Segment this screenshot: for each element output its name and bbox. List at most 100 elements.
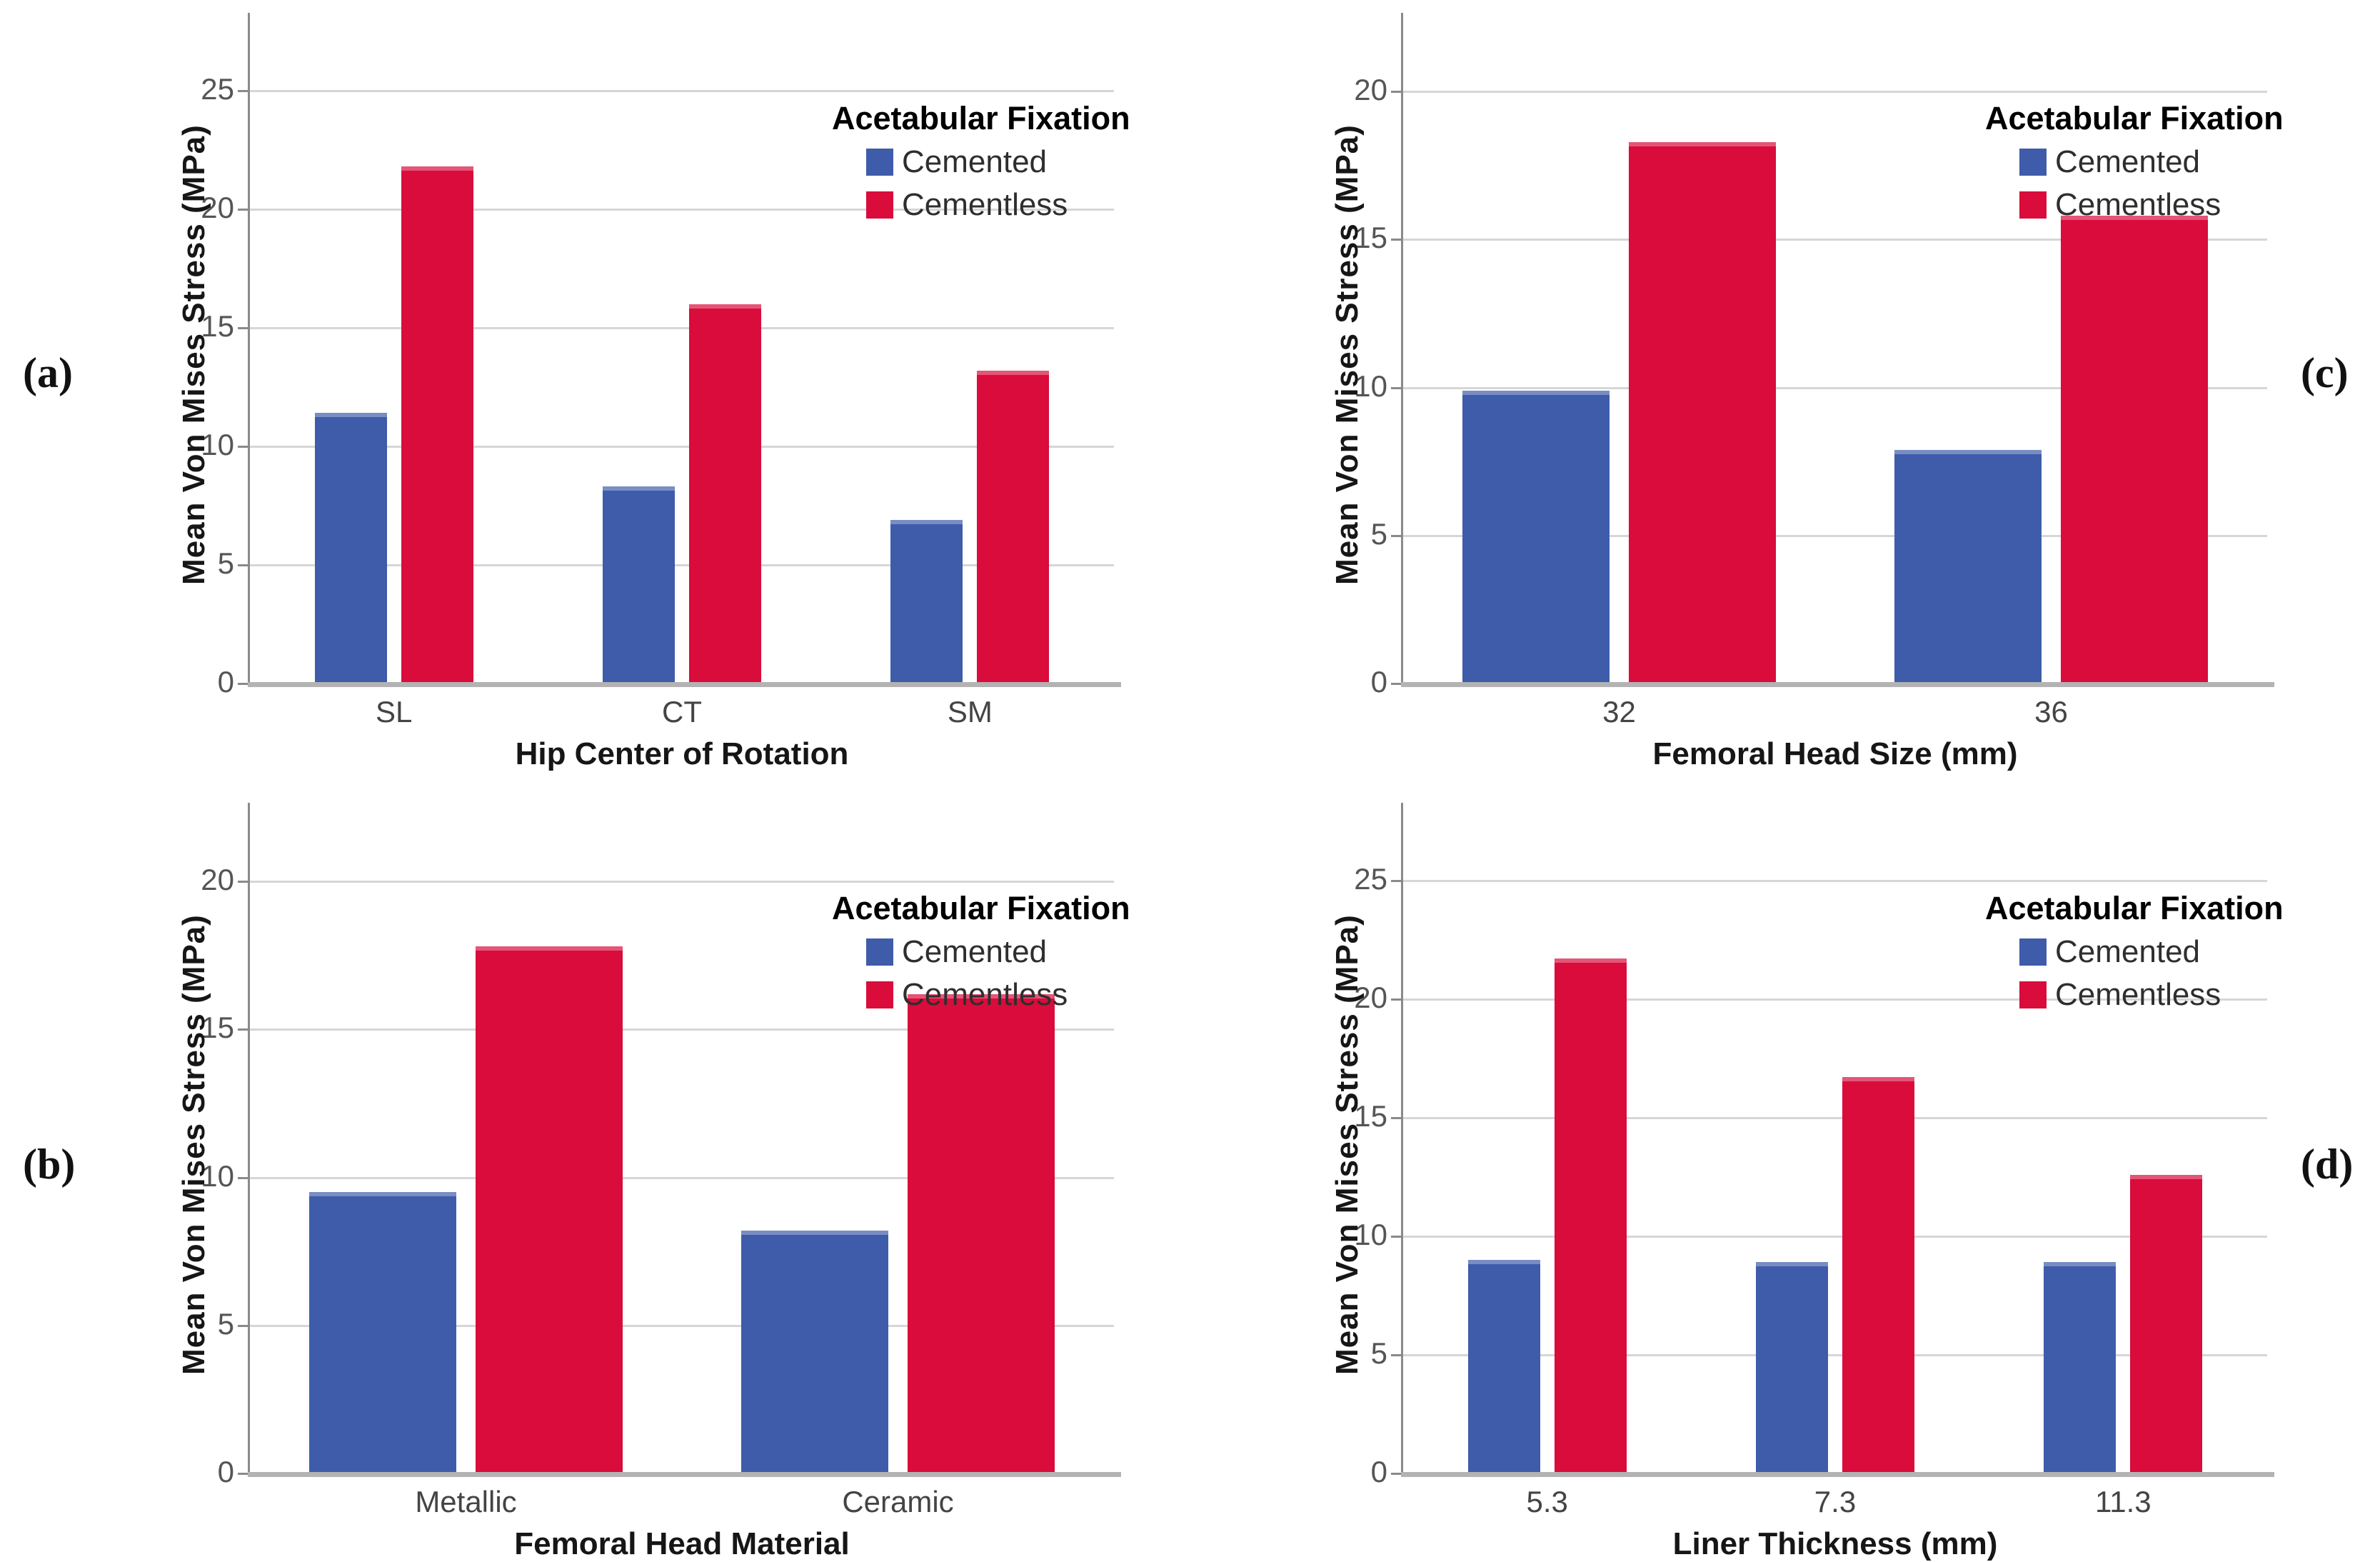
bar-cemented-metallic — [309, 1192, 456, 1473]
bar-cemented-ceramic — [741, 1231, 888, 1473]
x-axis-line — [1401, 1472, 2274, 1477]
legend-swatch-cemented-icon — [2019, 938, 2047, 966]
y-tick-mark — [1391, 534, 1401, 537]
y-tick-label: 0 — [217, 1455, 234, 1488]
y-tick-label: 10 — [1354, 1217, 1387, 1251]
y-tick-mark — [238, 445, 248, 448]
legend-item-cementless: Cementless — [866, 187, 1130, 223]
legend-label: Cemented — [902, 934, 1048, 969]
bar-cementless-metallic — [476, 946, 623, 1473]
y-tick-mark — [238, 1176, 248, 1179]
bar-cementless-ceramic — [908, 993, 1055, 1473]
y-tick-label: 20 — [1354, 980, 1387, 1014]
legend-item-cemented: Cemented — [2019, 144, 2284, 180]
x-tick-label: CT — [661, 695, 702, 729]
legend-label: Cemented — [2055, 934, 2201, 969]
gridline-y5 — [1403, 1353, 2267, 1356]
legend-swatch-cementless-icon — [2019, 981, 2047, 1008]
bar-cemented-sm — [890, 519, 963, 684]
legend: Acetabular Fixation Cemented Cementless — [1985, 100, 2284, 223]
y-tick-label: 15 — [1354, 1098, 1387, 1133]
y-tick-label: 10 — [1354, 369, 1387, 403]
x-tick-label: 7.3 — [1814, 1485, 1857, 1518]
bar-cemented-sl — [314, 413, 387, 684]
panel-label-c: (c) — [2301, 349, 2349, 396]
panel-label-b: (b) — [23, 1141, 76, 1188]
y-tick-label: 5 — [1370, 1336, 1387, 1370]
y-axis-title: Mean Von Mises Stress (MPa) — [176, 914, 211, 1376]
y-axis-title: Mean Von Mises Stress (MPa) — [176, 124, 211, 586]
y-tick-mark — [1391, 998, 1401, 1001]
y-tick-mark — [1391, 91, 1401, 94]
legend-label: Cemented — [2055, 144, 2201, 179]
bar-cementless-sl — [401, 166, 473, 684]
x-axis-title: Femoral Head Size (mm) — [1652, 736, 2018, 771]
y-axis-line — [248, 803, 250, 1473]
legend: Acetabular Fixation Cemented Cementless — [1985, 890, 2284, 1013]
y-tick-mark — [1391, 1235, 1401, 1238]
bar-cementless-sm — [977, 370, 1050, 684]
legend-title: Acetabular Fixation — [1985, 890, 2284, 926]
chart-panel-d: 5.3 7.3 11.3 0 5 10 15 20 25 Mean Von Mises Stres… — [1317, 798, 2284, 1561]
y-tick-label: 10 — [201, 427, 234, 461]
y-tick-mark — [238, 208, 248, 211]
y-tick-label: 20 — [201, 863, 234, 897]
y-tick-mark — [238, 326, 248, 329]
legend-title: Acetabular Fixation — [832, 100, 1130, 136]
x-tick-label: SM — [947, 695, 993, 729]
legend-swatch-cemented-icon — [2019, 149, 2047, 176]
x-tick-label: 11.3 — [2095, 1485, 2151, 1518]
x-axis-line — [248, 1472, 1121, 1477]
gridline-y25 — [1403, 879, 2267, 882]
y-axis-title: Mean Von Mises Stress (MPa) — [1330, 124, 1365, 586]
chart-panel-a: SL CT SM 0 5 10 15 20 25 Mean Von Mises Stress (M… — [164, 9, 1130, 771]
gridline-y15 — [1403, 1116, 2267, 1119]
panel-label-a: (a) — [23, 349, 73, 396]
chart-panel-b: Metallic Ceramic 0 5 10 15 20 Mean Von Mises St… — [164, 798, 1130, 1561]
y-tick-mark — [238, 1473, 248, 1475]
y-tick-mark — [1391, 1473, 1401, 1475]
x-axis-line — [248, 682, 1121, 687]
legend-label: Cementless — [2055, 977, 2221, 1012]
gridline-y20 — [250, 208, 1114, 211]
legend-item-cementless: Cementless — [2019, 977, 2284, 1013]
gridline-y10 — [1403, 386, 2267, 389]
gridline-y10 — [1403, 1235, 2267, 1238]
legend-swatch-cemented-icon — [866, 938, 893, 966]
legend-swatch-cementless-icon — [2019, 191, 2047, 219]
x-axis-title: Hip Center of Rotation — [515, 736, 849, 771]
y-tick-mark — [1391, 386, 1401, 389]
y-tick-mark — [238, 1028, 248, 1031]
legend-swatch-cementless-icon — [866, 981, 893, 1008]
y-tick-label: 20 — [1354, 73, 1387, 107]
legend-title: Acetabular Fixation — [1985, 100, 2284, 136]
y-tick-label: 5 — [217, 546, 234, 580]
gridline-y20 — [1403, 91, 2267, 94]
legend-swatch-cementless-icon — [866, 191, 893, 219]
bar-cemented-7.3 — [1756, 1262, 1828, 1473]
gridline-y10 — [250, 1176, 1114, 1179]
y-tick-label: 10 — [201, 1158, 234, 1193]
bar-cementless-32 — [1629, 141, 1776, 684]
legend-title: Acetabular Fixation — [832, 890, 1130, 926]
x-axis-title: Femoral Head Material — [514, 1526, 850, 1561]
y-tick-mark — [1391, 683, 1401, 685]
gridline-y20 — [1403, 998, 2267, 1001]
gridline-y25 — [250, 89, 1114, 92]
bar-cementless-ct — [689, 304, 761, 684]
gridline-y5 — [250, 1324, 1114, 1327]
gridline-y10 — [250, 445, 1114, 448]
y-tick-label: 15 — [1354, 221, 1387, 255]
x-tick-label: 32 — [1602, 695, 1636, 729]
gridline-y15 — [250, 326, 1114, 329]
panel-label-d: (d) — [2301, 1141, 2354, 1188]
y-tick-label: 25 — [1354, 861, 1387, 896]
legend: Acetabular Fixation Cemented Cementless — [832, 100, 1130, 223]
y-axis-title: Mean Von Mises Stress (MPa) — [1330, 914, 1365, 1376]
gridline-y5 — [250, 564, 1114, 566]
x-tick-label: Ceramic — [842, 1485, 954, 1518]
gridline-y15 — [250, 1028, 1114, 1031]
bar-cemented-36 — [1894, 449, 2042, 684]
y-tick-mark — [238, 881, 248, 883]
